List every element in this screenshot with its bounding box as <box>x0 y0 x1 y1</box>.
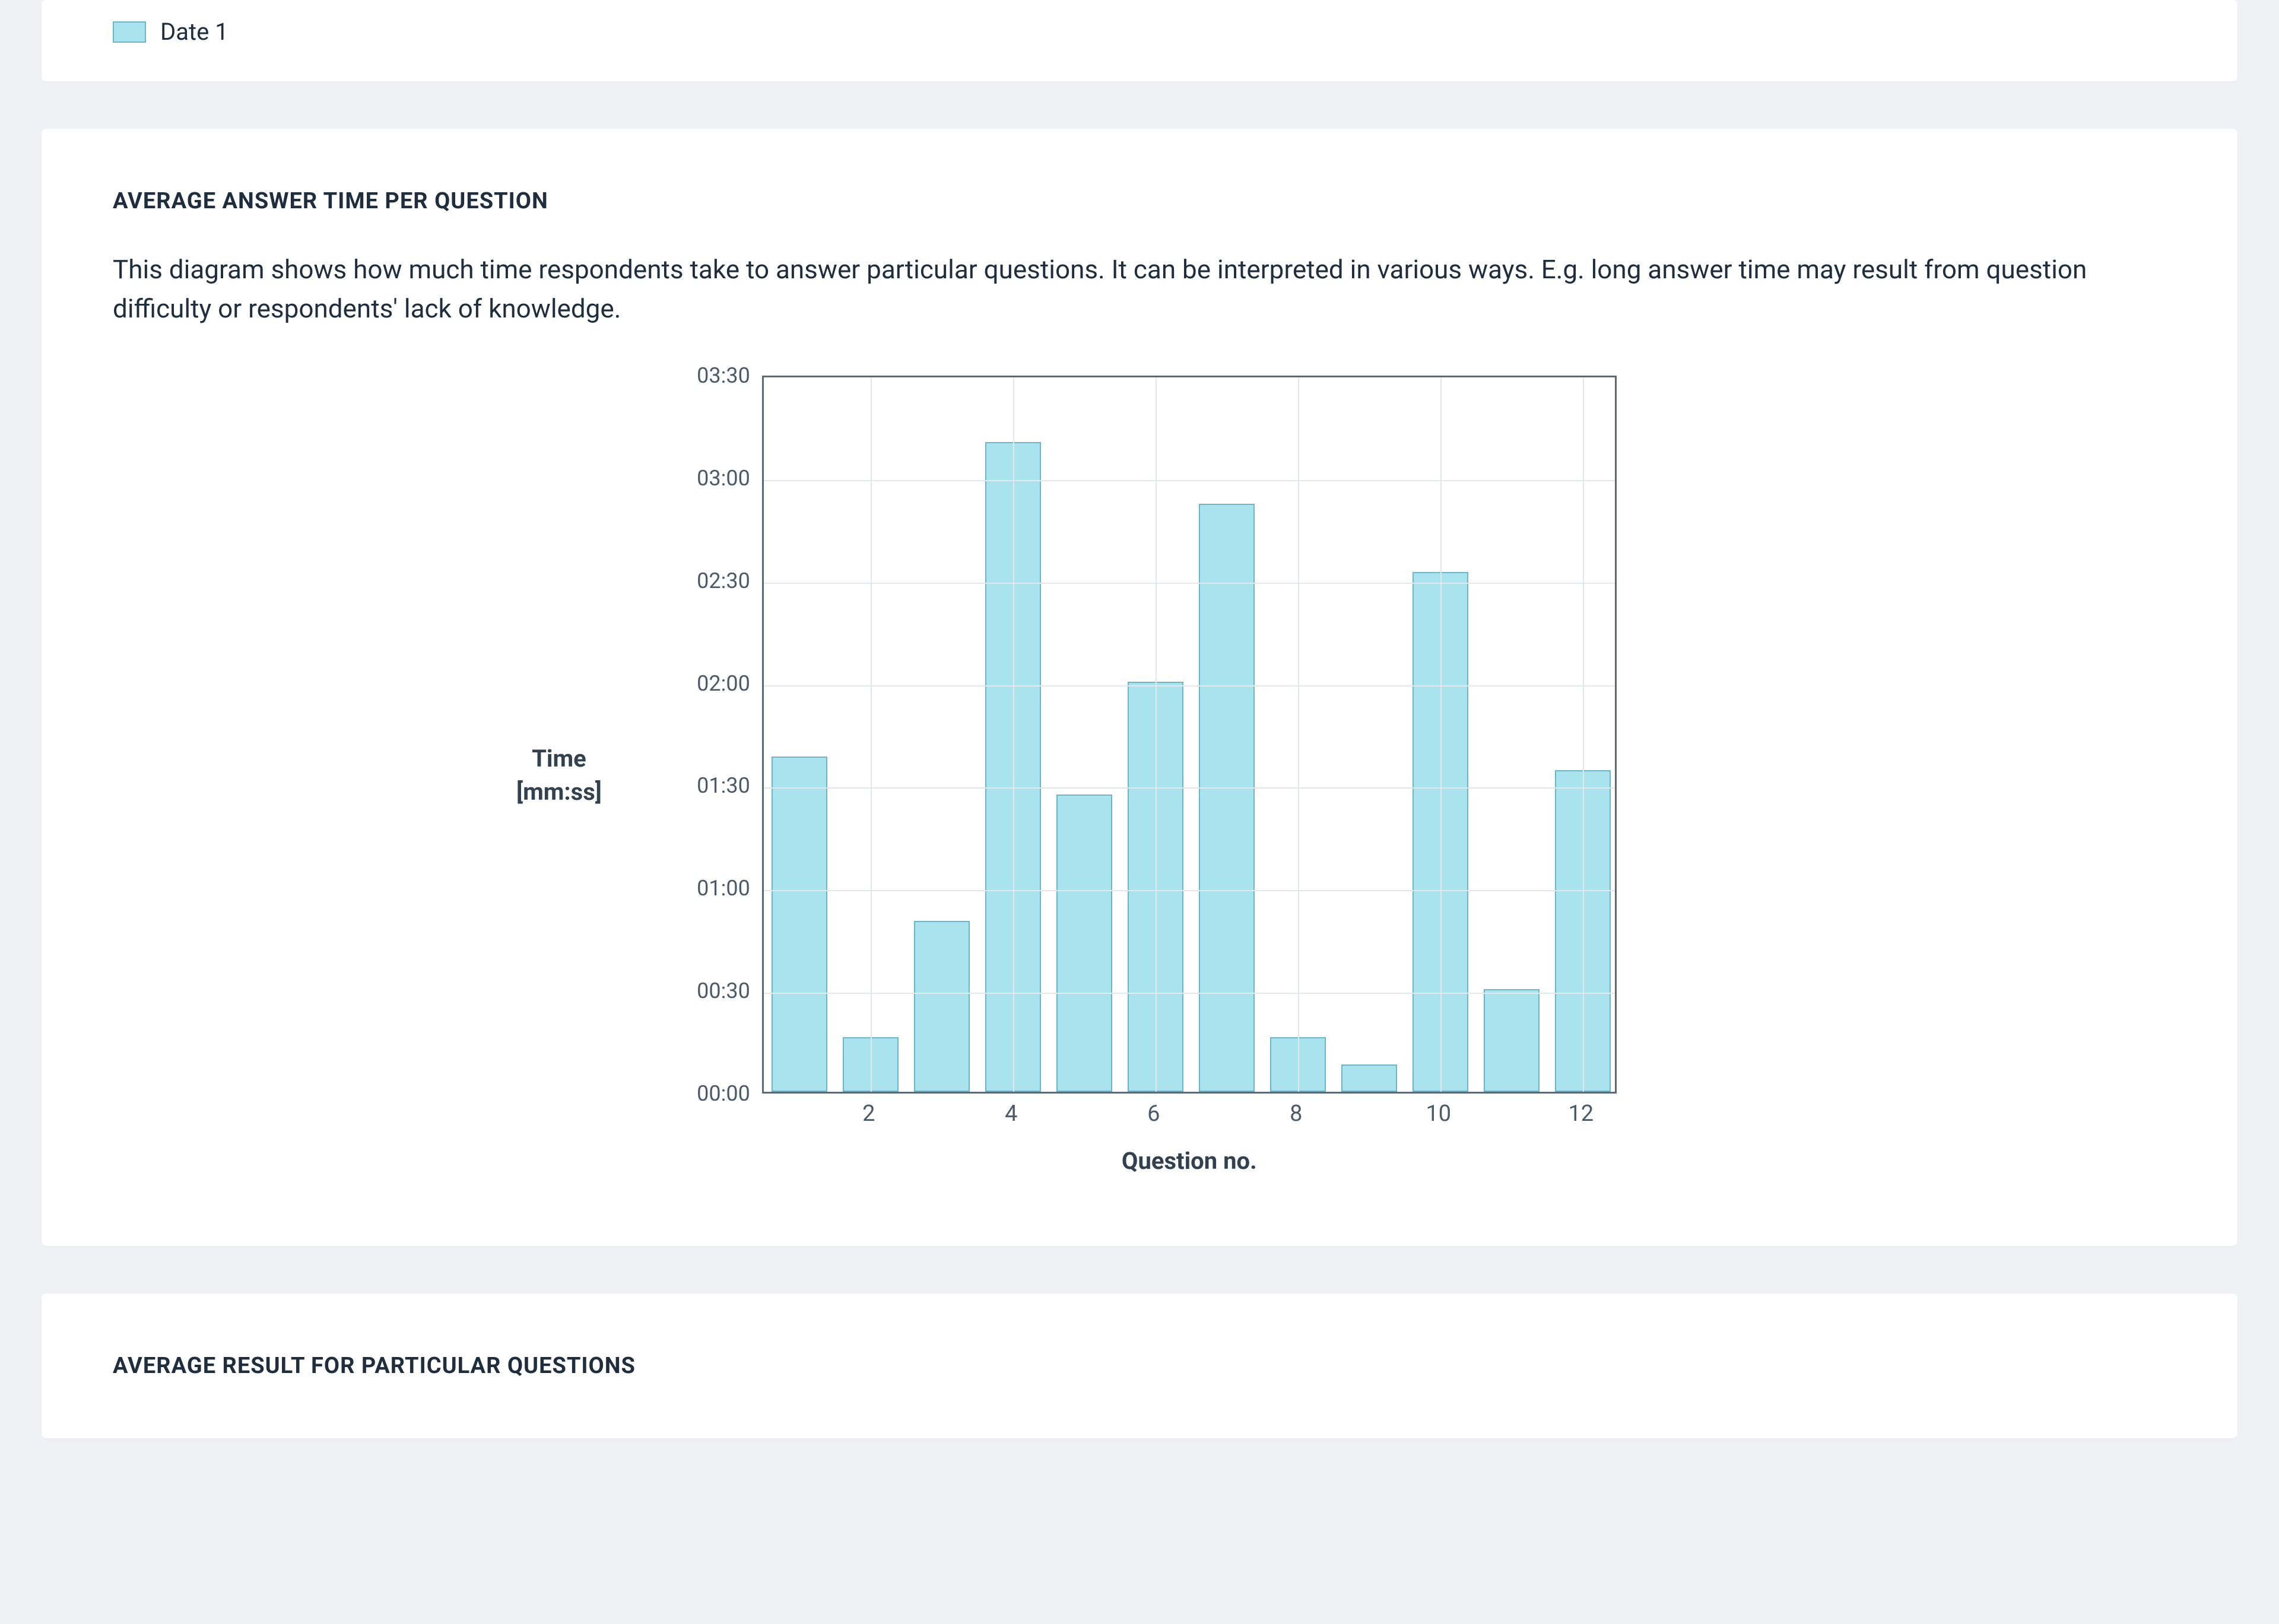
gridline-h <box>764 685 1615 687</box>
gridline-v <box>1583 377 1584 1092</box>
y-axis-title-line2: [mm:ss] <box>516 776 602 809</box>
gridline-h <box>764 890 1615 891</box>
y-axis-title: Time [mm:ss] <box>516 742 602 809</box>
legend-item: Date 1 <box>113 18 2166 46</box>
gridline-v <box>1156 377 1157 1092</box>
bar <box>1484 989 1540 1092</box>
y-axis-title-line1: Time <box>516 742 602 776</box>
gridline-v <box>1440 377 1442 1092</box>
x-tick-label: 4 <box>1005 1101 1017 1127</box>
chart-wrap: Time [mm:ss] 03:3003:0002:3002:0001:3001… <box>113 376 2166 1175</box>
bar <box>772 757 827 1092</box>
legend-card: Date 1 <box>42 0 2237 81</box>
x-axis-title: Question no. <box>762 1147 1617 1175</box>
x-tick-label: 8 <box>1290 1101 1302 1127</box>
gridline-v <box>1013 377 1014 1092</box>
x-tick-label: 2 <box>862 1101 875 1127</box>
y-ticks: 03:3003:0002:3002:0001:3001:0000:3000:00 <box>673 376 762 1094</box>
bar <box>1056 794 1112 1092</box>
answer-time-card: AVERAGE ANSWER TIME PER QUESTION This di… <box>42 129 2237 1246</box>
bar <box>914 921 970 1092</box>
chart-inner: 03:3003:0002:3002:0001:3001:0000:3000:00… <box>673 376 1617 1175</box>
x-tick-label: 6 <box>1147 1101 1160 1127</box>
x-ticks: 2 4 6 8 10 12 <box>762 1094 1617 1129</box>
gridline-h <box>764 993 1615 994</box>
gridline-h <box>764 583 1615 584</box>
section-description: This diagram shows how much time respond… <box>113 250 2166 328</box>
section-title-next: AVERAGE RESULT FOR PARTICULAR QUESTIONS <box>113 1353 2166 1379</box>
gridline-h <box>764 480 1615 481</box>
section-title: AVERAGE ANSWER TIME PER QUESTION <box>113 188 2166 214</box>
legend-swatch <box>113 21 146 43</box>
gridline-v <box>871 377 872 1092</box>
chart-top: 03:3003:0002:3002:0001:3001:0000:3000:00 <box>673 376 1617 1094</box>
bar <box>1341 1064 1397 1092</box>
x-tick-label: 10 <box>1426 1101 1451 1127</box>
plot-area <box>762 376 1617 1094</box>
legend-label: Date 1 <box>160 18 228 46</box>
gridline-h <box>764 787 1615 789</box>
bars-layer <box>764 377 1615 1092</box>
bar <box>1199 504 1255 1092</box>
result-card: AVERAGE RESULT FOR PARTICULAR QUESTIONS <box>42 1294 2237 1438</box>
gridline-v <box>1298 377 1299 1092</box>
x-tick-label: 12 <box>1568 1101 1594 1127</box>
